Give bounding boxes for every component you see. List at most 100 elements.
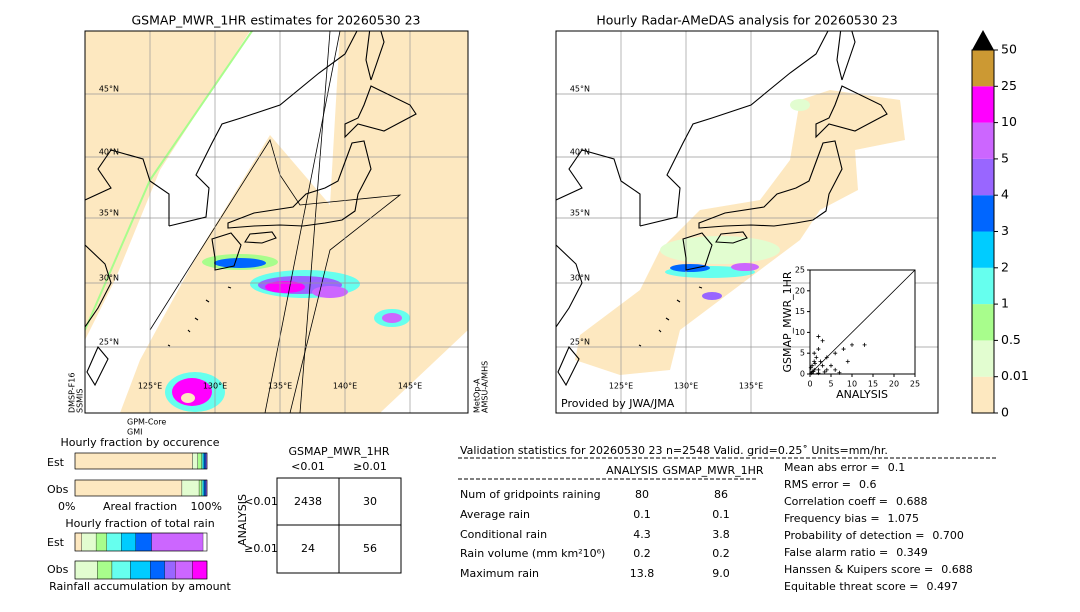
scatter-point bbox=[820, 338, 825, 343]
y-tick-label: 10 bbox=[795, 328, 805, 337]
map-title: GSMAP_MWR_1HR estimates for 20260530 23 bbox=[132, 13, 421, 28]
credit: Provided by JWA/JMA bbox=[561, 397, 675, 410]
colorbar-segment bbox=[972, 122, 994, 159]
rain-area bbox=[382, 313, 402, 323]
rain-area bbox=[670, 264, 710, 272]
x-axis-label: ANALYSIS bbox=[836, 388, 888, 401]
bar-frame bbox=[74, 560, 208, 580]
colorbar-segment bbox=[972, 86, 994, 123]
scatter-point bbox=[822, 369, 827, 374]
scatter-point bbox=[829, 363, 833, 368]
scatter-point bbox=[837, 370, 842, 375]
y-tick-label: 25 bbox=[795, 266, 805, 275]
x-tick-label: 0 bbox=[807, 380, 812, 389]
fraction-segment bbox=[74, 452, 193, 470]
score-label: Hanssen & Kuipers score = bbox=[784, 563, 933, 576]
swath-line bbox=[264, 31, 341, 413]
fraction-segment bbox=[204, 479, 206, 497]
scatter-point bbox=[850, 342, 854, 347]
score: Frequency bias = 1.075 bbox=[784, 512, 919, 525]
colorbar-label: 10 bbox=[1001, 114, 1017, 129]
scatter-point bbox=[812, 359, 817, 364]
rain-area bbox=[312, 286, 348, 298]
table-value: 0.2 bbox=[712, 547, 730, 560]
axis-label: Rainfall accumulation by amount bbox=[49, 580, 231, 593]
row-label: Rain volume (mm km²10⁶) bbox=[460, 547, 605, 560]
row-header: ≥0.01 bbox=[244, 542, 278, 555]
fraction-segment bbox=[192, 452, 198, 470]
sensor-label: GPM-Core bbox=[127, 418, 166, 427]
axis-label: Areal fraction bbox=[103, 500, 177, 513]
table-value: 86 bbox=[714, 488, 728, 501]
colorbar-segment bbox=[972, 231, 994, 268]
row-label: Est bbox=[47, 456, 65, 469]
lat-label: 35°N bbox=[99, 209, 119, 218]
y-tick-label: 15 bbox=[795, 307, 805, 316]
scatter-point bbox=[811, 369, 816, 374]
swath bbox=[85, 31, 250, 340]
scatter-point bbox=[816, 347, 821, 352]
lat-label: 30°N bbox=[99, 274, 119, 283]
table-title: GSMAP_MWR_1HR bbox=[288, 445, 389, 458]
score-value: 0.688 bbox=[941, 563, 973, 576]
colorbar-label: 50 bbox=[1001, 42, 1017, 57]
scatter-point bbox=[816, 334, 821, 339]
panel-title: Hourly fraction by occurence bbox=[61, 436, 220, 449]
table-cell: 56 bbox=[363, 542, 377, 555]
fraction-segment bbox=[204, 452, 206, 470]
score-label: Equitable threat score = bbox=[784, 580, 918, 593]
table-value: 0.1 bbox=[712, 508, 730, 521]
fraction-segment bbox=[197, 452, 202, 470]
score-value: 0.497 bbox=[926, 580, 958, 593]
y-tick-label: 0 bbox=[800, 370, 805, 379]
colorbar-label: 0.01 bbox=[1001, 368, 1029, 383]
lon-label: 130°E bbox=[203, 382, 227, 391]
score: Hanssen & Kuipers score = 0.688 bbox=[784, 563, 973, 576]
table-cell: 24 bbox=[301, 542, 315, 555]
bar-frame bbox=[74, 452, 208, 470]
lat-label: 30°N bbox=[570, 274, 590, 283]
colorbar-label: 1 bbox=[1001, 296, 1009, 311]
fraction-segment bbox=[95, 532, 107, 552]
sensor-label: GMI bbox=[127, 428, 142, 437]
fraction-segment bbox=[121, 532, 136, 552]
col-header: ANALYSIS bbox=[606, 464, 658, 477]
sensor-label: DMSP-F16 bbox=[68, 373, 77, 413]
rain-area bbox=[702, 292, 722, 300]
colorbar-label: 5 bbox=[1001, 150, 1009, 165]
lon-label: 130°E bbox=[674, 382, 698, 391]
fraction-segment bbox=[111, 560, 131, 580]
score-label: Correlation coeff = bbox=[784, 495, 888, 508]
fraction-segment bbox=[106, 532, 122, 552]
x-tick-label: 25 bbox=[910, 380, 920, 389]
row-label: Average rain bbox=[460, 508, 530, 521]
lat-label: 35°N bbox=[570, 209, 590, 218]
row-label: Obs bbox=[47, 483, 69, 496]
row-label: Conditional rain bbox=[460, 528, 547, 541]
fraction-segment bbox=[202, 479, 205, 497]
fraction-segment bbox=[164, 560, 176, 580]
col-header: GSMAP_MWR_1HR bbox=[662, 464, 763, 477]
scatter-point bbox=[814, 355, 819, 360]
fraction-segment bbox=[97, 560, 113, 580]
lat-label: 45°N bbox=[99, 85, 119, 94]
map-frame bbox=[555, 30, 939, 414]
score-value: 0.349 bbox=[896, 546, 928, 559]
grid bbox=[85, 31, 468, 413]
table-value: 3.8 bbox=[712, 528, 730, 541]
fraction-segment bbox=[175, 560, 193, 580]
score: RMS error = 0.6 bbox=[784, 478, 876, 491]
table-cell: 30 bbox=[363, 495, 377, 508]
lon-label: 125°E bbox=[609, 382, 633, 391]
table-value: 80 bbox=[635, 488, 649, 501]
score-label: RMS error = bbox=[784, 478, 851, 491]
lat-label: 45°N bbox=[570, 85, 590, 94]
bar-frame bbox=[74, 532, 208, 552]
table-value: 0.2 bbox=[633, 547, 651, 560]
fraction-segment bbox=[150, 560, 165, 580]
score-value: 0.700 bbox=[932, 529, 964, 542]
colorbar-segment bbox=[972, 340, 994, 377]
map-frame bbox=[84, 30, 469, 414]
lon-label: 140°E bbox=[333, 382, 357, 391]
fraction-segment bbox=[135, 532, 152, 552]
